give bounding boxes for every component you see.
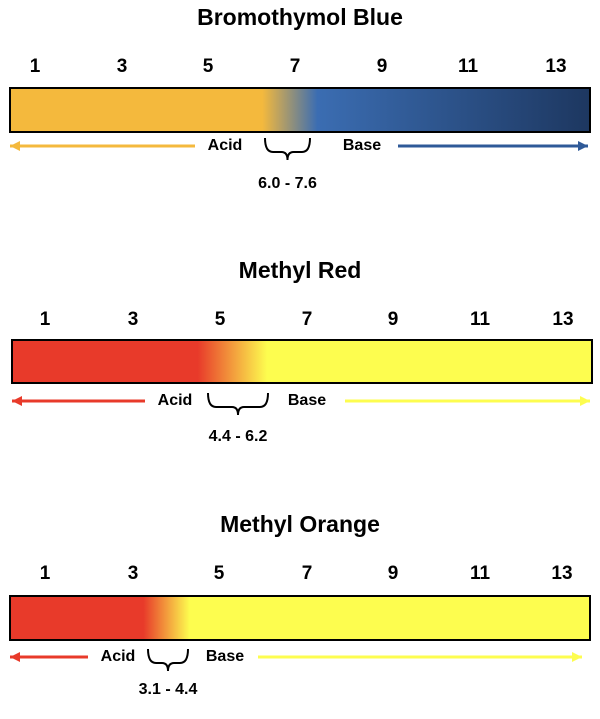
- arrow-head: [10, 141, 20, 151]
- arrow-head: [572, 652, 582, 662]
- ph-tick: 13: [551, 563, 572, 584]
- ph-tick: 7: [290, 56, 301, 77]
- indicator-title: Bromothymol Blue: [197, 4, 403, 30]
- indicator-title: Methyl Red: [239, 257, 362, 283]
- indicator-title: Methyl Orange: [220, 511, 380, 537]
- arrow-head: [580, 396, 590, 406]
- color-bar: [11, 339, 593, 384]
- base-label: Base: [343, 137, 381, 154]
- ph-tick: 9: [388, 563, 399, 584]
- ph-tick: 3: [128, 563, 139, 584]
- ph-tick: 3: [128, 309, 139, 330]
- base-label: Base: [288, 392, 326, 409]
- ph-tick: 7: [302, 563, 313, 584]
- ph-tick: 9: [388, 309, 399, 330]
- acid-label: Acid: [208, 137, 243, 154]
- transition-range: 6.0 - 7.6: [258, 175, 317, 192]
- color-bar: [9, 87, 591, 133]
- ph-tick: 7: [302, 309, 313, 330]
- ph-tick: 3: [117, 56, 128, 77]
- ph-tick: 5: [214, 563, 225, 584]
- ph-tick: 1: [40, 309, 51, 330]
- color-bar: [9, 595, 591, 641]
- ph-tick: 1: [30, 56, 41, 77]
- arrow-head: [578, 141, 588, 151]
- ph-tick: 11: [470, 563, 491, 584]
- ph-tick: 11: [458, 56, 479, 77]
- base-label: Base: [206, 648, 244, 665]
- ph-tick: 13: [545, 56, 566, 77]
- acid-label: Acid: [101, 648, 136, 665]
- brace: [147, 648, 189, 672]
- arrow-head: [12, 396, 22, 406]
- brace: [207, 392, 269, 416]
- ph-tick: 13: [552, 309, 573, 330]
- ph-tick: 5: [203, 56, 214, 77]
- acid-label: Acid: [158, 392, 193, 409]
- brace: [264, 137, 311, 161]
- ph-tick: 11: [470, 309, 491, 330]
- ph-tick: 5: [215, 309, 226, 330]
- transition-range: 3.1 - 4.4: [139, 681, 198, 698]
- ph-tick: 1: [40, 563, 51, 584]
- ph-tick: 9: [377, 56, 388, 77]
- transition-range: 4.4 - 6.2: [209, 428, 268, 445]
- arrow-head: [10, 652, 20, 662]
